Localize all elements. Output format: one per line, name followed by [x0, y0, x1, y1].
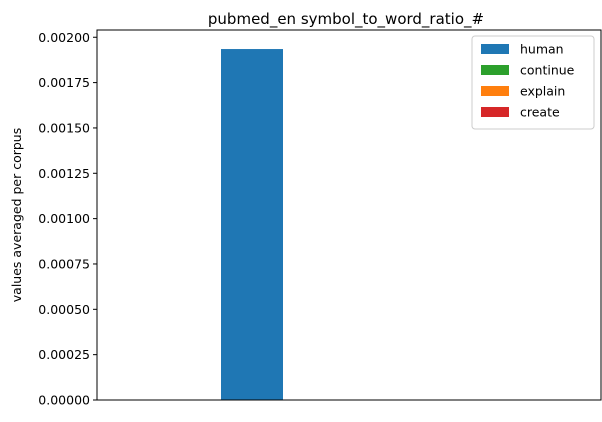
bars-layer [221, 49, 283, 400]
y-tick-label: 0.00050 [38, 302, 90, 317]
y-tick-label: 0.00175 [38, 75, 90, 90]
legend-swatch-create [481, 107, 509, 117]
legend-swatch-human [481, 44, 509, 54]
legend-box [471, 35, 595, 130]
y-tick-label: 0.00025 [38, 347, 90, 362]
legend-label-explain: explain [520, 84, 565, 99]
legend-swatch-continue [481, 65, 509, 75]
y-tick-label: 0.00000 [38, 393, 90, 408]
y-axis-label: values averaged per corpus [9, 128, 24, 302]
chart-title: pubmed_en symbol_to_word_ratio_# [208, 10, 484, 29]
legend-label-create: create [520, 105, 560, 120]
legend-label-human: human [520, 42, 564, 57]
legend: human continue explain create [471, 35, 595, 130]
y-axis: 0.00000 0.00025 0.00050 0.00075 0.00100 0.001… [38, 30, 97, 408]
y-tick-label: 0.00150 [38, 120, 90, 135]
bar-human [221, 49, 283, 400]
y-tick-label: 0.00075 [38, 256, 90, 271]
y-tick-label: 0.00200 [38, 30, 90, 45]
y-tick-label: 0.00125 [38, 166, 90, 181]
legend-swatch-explain [481, 86, 509, 96]
legend-label-continue: continue [520, 63, 575, 78]
plot-frame [96, 29, 602, 401]
y-tick-label: 0.00100 [38, 211, 90, 226]
